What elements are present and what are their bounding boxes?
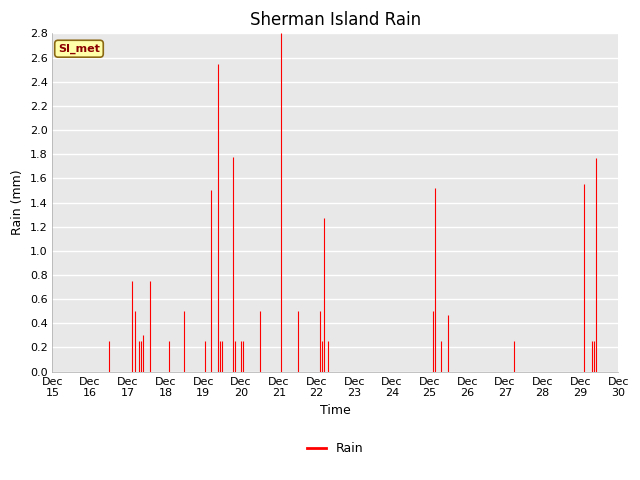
Text: SI_met: SI_met (58, 44, 100, 54)
Title: Sherman Island Rain: Sherman Island Rain (250, 11, 421, 29)
X-axis label: Time: Time (320, 404, 351, 417)
Y-axis label: Rain (mm): Rain (mm) (11, 170, 24, 235)
Legend: Rain: Rain (302, 437, 369, 460)
